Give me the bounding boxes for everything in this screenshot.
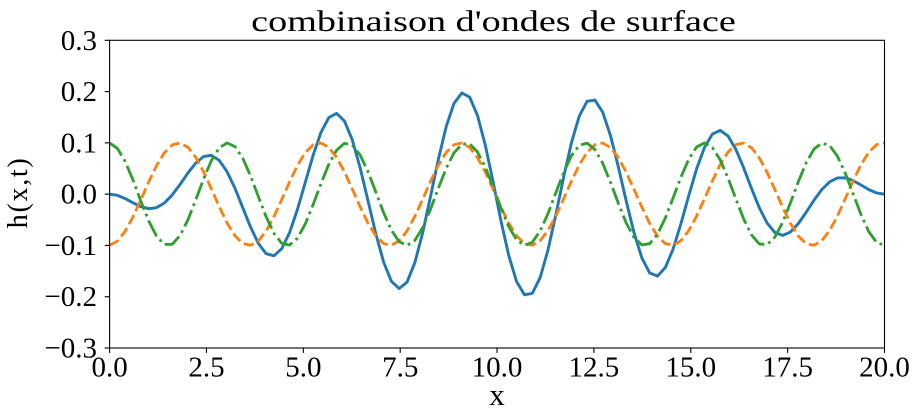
svg-text:0.2: 0.2	[61, 76, 97, 108]
svg-text:0.0: 0.0	[91, 351, 127, 383]
svg-text:0.1: 0.1	[61, 127, 97, 159]
svg-text:5.0: 5.0	[285, 351, 321, 383]
svg-text:−0.3: −0.3	[44, 333, 97, 365]
svg-text:−0.1: −0.1	[44, 230, 97, 262]
svg-text:20.0: 20.0	[859, 351, 910, 383]
svg-text:10.0: 10.0	[472, 351, 523, 383]
svg-text:combinaison d'ondes de surface: combinaison d'ondes de surface	[251, 5, 736, 38]
svg-text:2.5: 2.5	[188, 351, 224, 383]
svg-text:0.0: 0.0	[61, 179, 97, 211]
svg-text:x: x	[489, 377, 505, 412]
svg-text:0.3: 0.3	[61, 25, 97, 57]
svg-text:15.0: 15.0	[665, 351, 716, 383]
svg-text:17.5: 17.5	[762, 351, 813, 383]
svg-text:7.5: 7.5	[382, 351, 418, 383]
svg-text:h(x,t): h(x,t)	[3, 157, 34, 229]
svg-text:12.5: 12.5	[569, 351, 620, 383]
svg-text:−0.2: −0.2	[44, 281, 97, 313]
